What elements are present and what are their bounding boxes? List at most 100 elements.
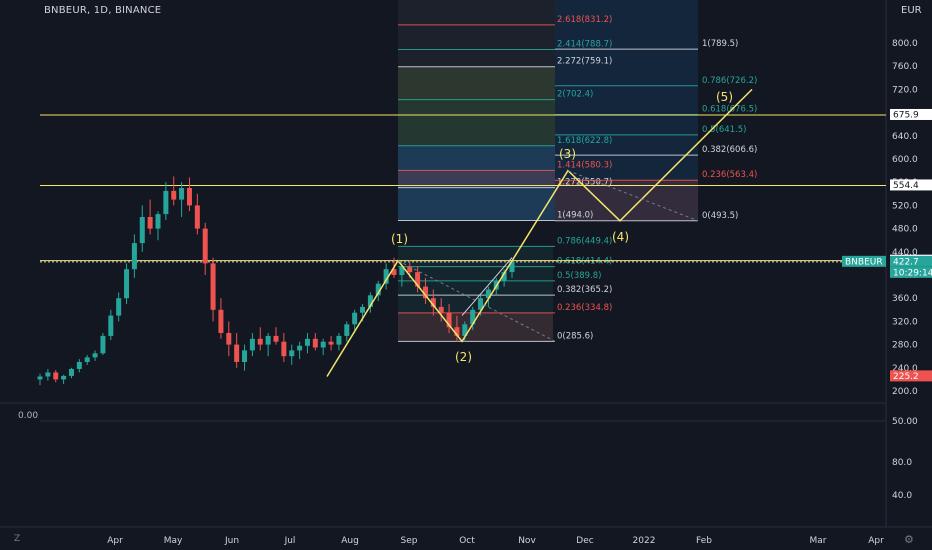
candle-body (45, 372, 51, 377)
fib-retr-red-band (398, 312, 553, 342)
wave-trend-line-2 (567, 170, 699, 222)
timezone-button[interactable]: Z (14, 534, 21, 544)
price-tick: 520.0 (892, 201, 918, 211)
price-label-box (890, 266, 932, 278)
price-label-text: 554.4 (893, 181, 919, 191)
candle-body (415, 272, 421, 287)
fib-retr1-label-4: 0.236(334.8) (557, 303, 612, 313)
candle-body (194, 205, 200, 229)
candle-body (249, 338, 255, 351)
fib-retr2-label-6: 0(493.5) (702, 211, 738, 221)
price-tick: 200.0 (892, 387, 918, 397)
candle-body (186, 188, 192, 206)
fib-ext-label-5: 1.414(580.3) (557, 160, 612, 170)
candle-body (509, 261, 515, 273)
candle-body (470, 309, 476, 325)
candle-body (273, 335, 279, 342)
time-tick: Oct (459, 536, 475, 546)
candle-body (328, 341, 334, 345)
candle-body (179, 188, 185, 200)
candle-body (234, 344, 240, 362)
price-tick: 320.0 (892, 317, 918, 327)
time-tick: Mar (810, 536, 827, 546)
fib-ext-label-3: 2(702.4) (557, 90, 593, 100)
osc-tick: 40.0 (892, 491, 912, 501)
candle-body (147, 217, 153, 229)
wave-label-4: (4) (612, 230, 629, 244)
fib-red-band (398, 170, 555, 188)
fib-ext-label-6: 1.272(550.7) (557, 178, 612, 188)
candle-body (163, 190, 169, 215)
price-label-box (842, 255, 886, 267)
fib-blue-band (398, 145, 555, 221)
time-tick: Apr (868, 536, 884, 546)
fib-green-band (398, 99, 555, 146)
price-label-text: BNBEUR (845, 257, 883, 267)
price-label-box (890, 179, 932, 191)
candle-body (407, 266, 413, 273)
price-tick: 600.0 (892, 155, 918, 165)
candle-body (210, 263, 216, 310)
price-label-text: 225.2 (893, 372, 919, 382)
candle-body (226, 333, 232, 345)
wave-label-1: (1) (391, 232, 408, 246)
osc-tick: 80.0 (892, 458, 912, 468)
fib-retr1-label-5: 0(285.6) (557, 331, 593, 341)
fib-zone-backdrop (398, 0, 555, 221)
price-tick: 640.0 (892, 132, 918, 142)
time-tick: Jul (284, 536, 296, 546)
candle-body (430, 298, 436, 307)
candle-body (202, 228, 208, 264)
candle-body (116, 298, 122, 316)
oscillator-value: 0.00 (18, 411, 39, 421)
candle-body (139, 217, 145, 244)
candle-body (124, 269, 130, 299)
price-tick: 800.0 (892, 39, 918, 49)
candle-body (352, 312, 358, 325)
time-tick: Sep (401, 536, 418, 546)
candle-body (218, 309, 224, 333)
candle-body (108, 315, 114, 336)
candle-body (344, 324, 350, 336)
wave-label-3: (3) (559, 147, 576, 161)
price-label-box (890, 255, 932, 267)
time-tick: 2022 (633, 536, 656, 546)
fib-ext-label-1: 2.414(788.7) (557, 40, 612, 50)
gear-icon[interactable]: ⚙ (904, 533, 914, 546)
fib-retr1-label-0: 0.786(449.4) (557, 236, 612, 246)
fib-retr2-label-1: 0.786(726.2) (702, 76, 757, 86)
candle-body (375, 283, 381, 296)
fib-retr2-label-2: 0.618(676.5) (702, 105, 757, 115)
price-tick: 240.0 (892, 364, 918, 374)
price-label-text: 422.7 (893, 257, 919, 267)
candle-body (68, 368, 74, 376)
candle-body (297, 345, 303, 351)
candle-body (446, 312, 452, 328)
candle-body (61, 375, 67, 380)
candle-body (312, 338, 318, 348)
candle-body (462, 324, 468, 336)
candle-body (92, 353, 98, 358)
price-tick: 440.0 (892, 248, 918, 258)
fib-retr2-label-0: 1(789.5) (702, 39, 738, 49)
fib-ext-label-2: 2.272(759.1) (557, 57, 612, 67)
currency-label: EUR (901, 5, 922, 16)
candle-body (76, 362, 82, 369)
candle-body (155, 214, 161, 229)
channel-line (461, 257, 513, 316)
price-label-box (890, 108, 932, 120)
fib-ext-label-4: 1.618(622.8) (557, 136, 612, 146)
fib-retr1-label-3: 0.382(365.2) (557, 285, 612, 295)
time-tick: Dec (576, 536, 593, 546)
price-tick: 280.0 (892, 341, 918, 351)
candle-body (485, 289, 491, 299)
price-tick: 720.0 (892, 85, 918, 95)
time-tick: Jun (224, 536, 239, 546)
candle-body (53, 372, 59, 380)
fib-retr2-label-3: 0.5(641.5) (702, 125, 746, 135)
candle-body (399, 266, 405, 275)
candle-body (265, 335, 271, 345)
candle-body (391, 269, 397, 275)
